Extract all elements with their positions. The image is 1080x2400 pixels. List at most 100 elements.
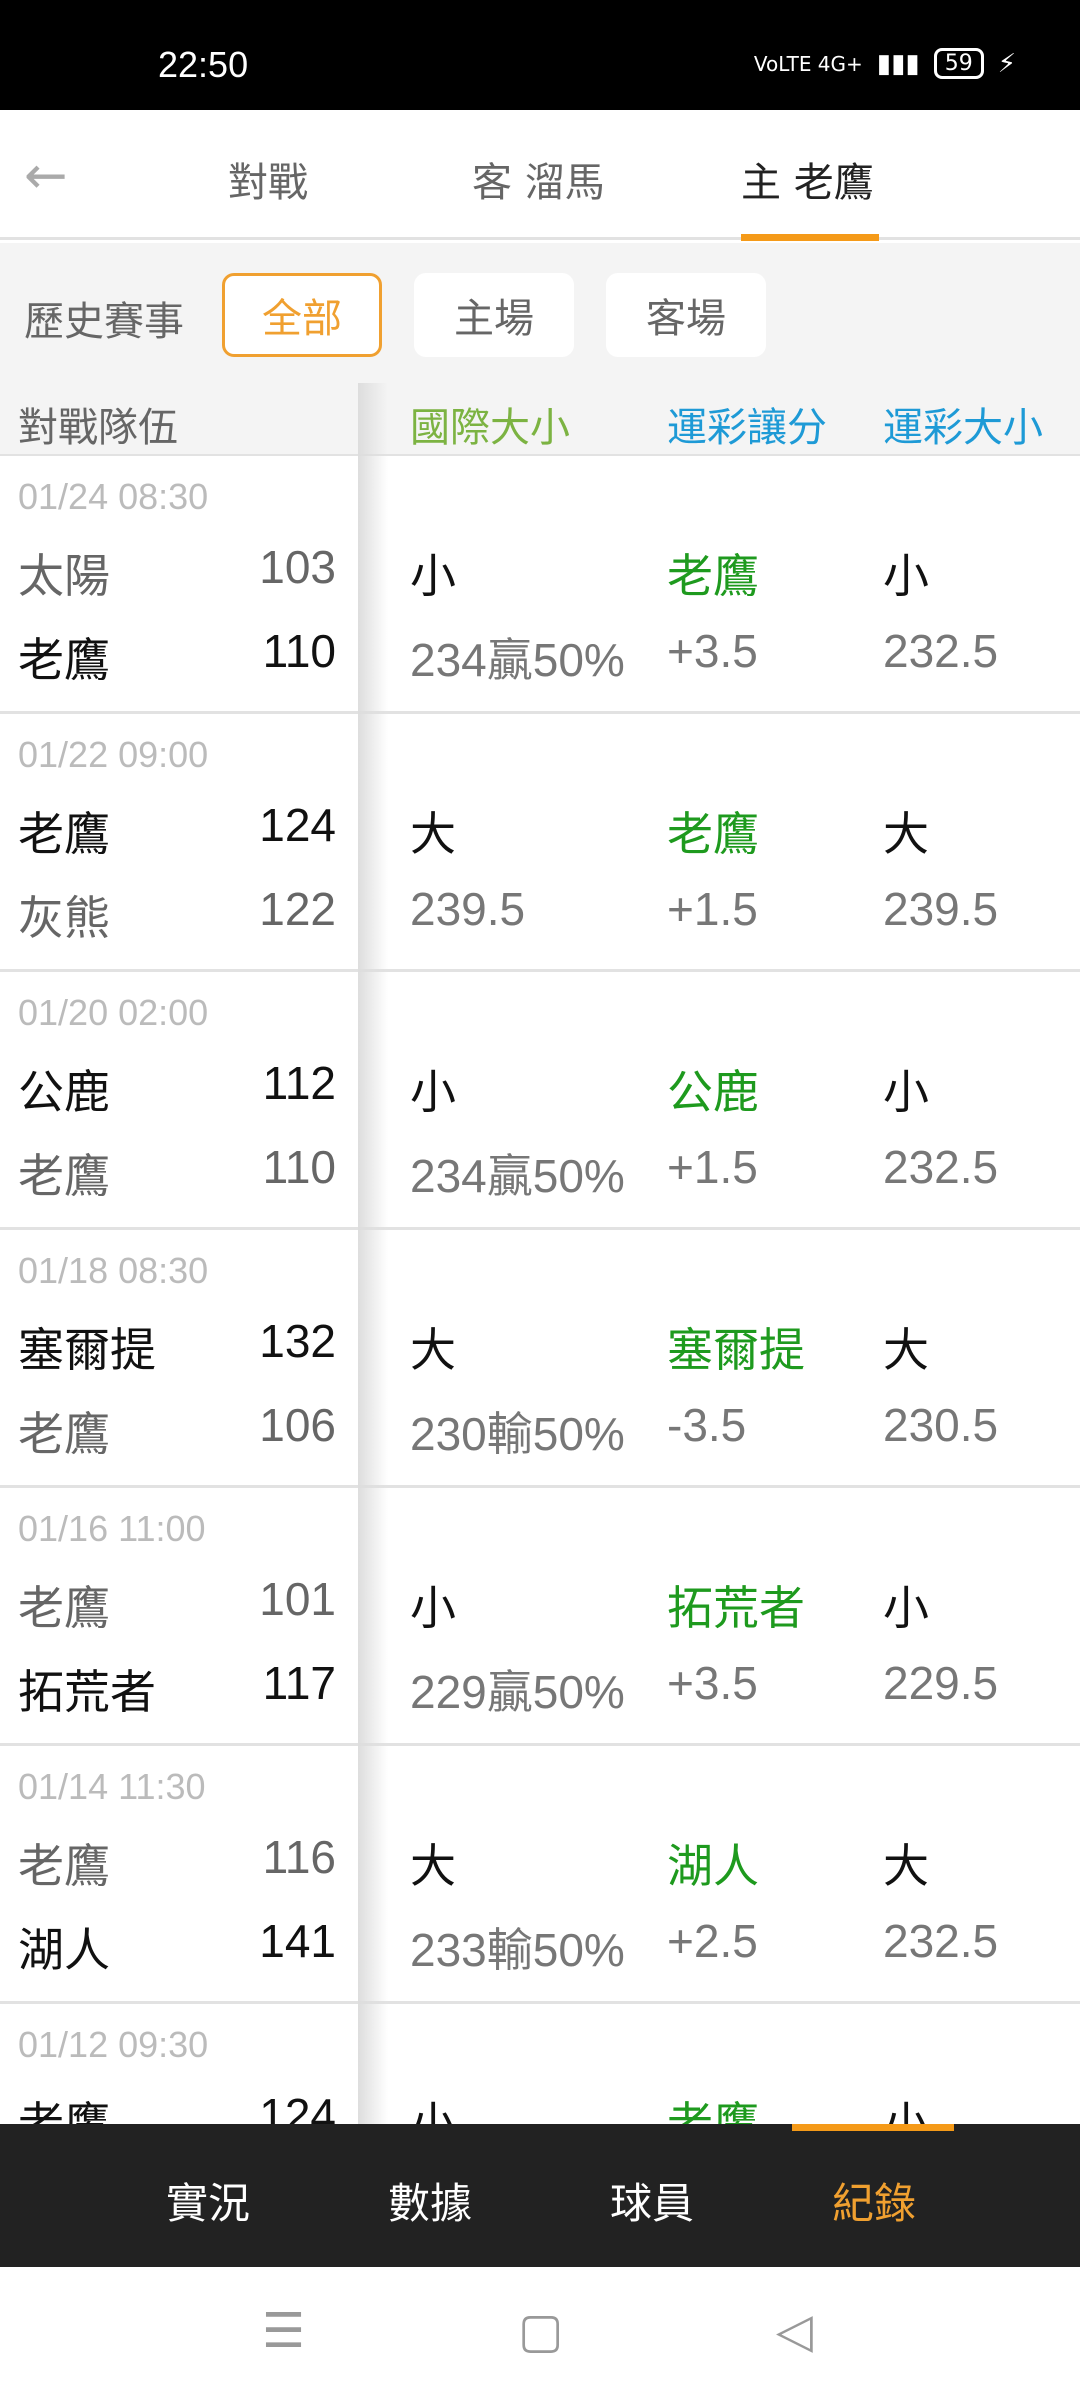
intl-total-result: 小 (410, 550, 456, 602)
col-total: 運彩大小 (883, 405, 1043, 451)
total-line: 230.5 (883, 1399, 999, 1451)
intl-total-line: 239.5 (410, 883, 526, 935)
column-divider-shadow (358, 383, 388, 2124)
nav-players[interactable]: 球員 (610, 2179, 695, 2228)
back-arrow-icon[interactable]: ← (24, 146, 68, 206)
filter-home-button[interactable]: 主場 (414, 273, 574, 357)
match-date: 01/14 11:30 (18, 1766, 206, 1807)
system-nav: ☰ ▢ ◁ (0, 2267, 1080, 2400)
total-result: 大 (883, 1840, 929, 1892)
total-result: 大 (883, 1324, 929, 1376)
clock: 22:50 (158, 44, 249, 85)
spread-line: +1.5 (667, 883, 758, 935)
team1-score: 124 (259, 799, 336, 851)
match-row[interactable]: 01/16 11:00 老鷹 101 拓荒者 117 小 229贏50% 拓荒者… (0, 1488, 1080, 1746)
team1-name: 公鹿 (18, 1065, 110, 1119)
intl-total-line: 234贏50% (410, 634, 625, 686)
team1-score: 101 (259, 1573, 336, 1625)
team1-name: 老鷹 (18, 1839, 110, 1893)
intl-total-result: 大 (410, 1840, 456, 1892)
team2-score: 106 (259, 1399, 336, 1451)
team1-name: 太陽 (18, 549, 110, 603)
match-row[interactable]: 01/12 09:30 老鷹 124 小 老鷹 小 (0, 2004, 1080, 2124)
match-date: 01/12 09:30 (18, 2024, 209, 2065)
nav-live[interactable]: 實況 (166, 2179, 251, 2228)
total-line: 229.5 (883, 1657, 999, 1709)
match-list[interactable]: 01/24 08:30 太陽 103 老鷹 110 小 234贏50% 老鷹 +… (0, 456, 1080, 2124)
active-tab-indicator (741, 234, 879, 241)
spread-line: -3.5 (667, 1399, 747, 1451)
header: ← 對戰 客 溜馬 主 老鷹 (0, 110, 1080, 241)
column-headers: 對戰隊伍 國際大小 運彩讓分 運彩大小 (0, 383, 1080, 456)
intl-total-line: 230輸50% (410, 1408, 625, 1460)
bottom-nav-indicator (792, 2124, 954, 2131)
team1-score: 116 (262, 1831, 336, 1883)
col-teams: 對戰隊伍 (18, 405, 178, 451)
team1-score: 132 (259, 1315, 336, 1367)
intl-total-result: 大 (410, 1324, 456, 1376)
intl-total-line: 229贏50% (410, 1666, 625, 1718)
back-icon[interactable]: ◁ (776, 2303, 813, 2359)
filter-away-button[interactable]: 客場 (606, 273, 766, 357)
status-icons: VoLTE 4G+ ▮▮▮ 59 ⚡ (754, 48, 1016, 79)
intl-total-line: 233輸50% (410, 1924, 625, 1976)
nav-stats[interactable]: 數據 (388, 2179, 473, 2228)
team2-name: 湖人 (18, 1923, 110, 1977)
match-row[interactable]: 01/22 09:00 老鷹 124 灰熊 122 大 239.5 老鷹 +1.… (0, 714, 1080, 972)
total-result: 大 (883, 808, 929, 860)
nav-records[interactable]: 紀錄 (832, 2179, 917, 2228)
total-result: 小 (883, 1582, 929, 1634)
spread-team: 拓荒者 (667, 1582, 805, 1634)
spread-line: +3.5 (667, 1657, 758, 1709)
match-date: 01/22 09:00 (18, 734, 209, 775)
team2-name: 老鷹 (18, 1149, 110, 1203)
intl-total-result: 大 (410, 808, 456, 860)
team2-score: 122 (259, 883, 336, 935)
match-row[interactable]: 01/20 02:00 公鹿 112 老鷹 110 小 234贏50% 公鹿 +… (0, 972, 1080, 1230)
intl-total-line: 234贏50% (410, 1150, 625, 1202)
match-row[interactable]: 01/14 11:30 老鷹 116 湖人 141 大 233輸50% 湖人 +… (0, 1746, 1080, 2004)
status-bar: 22:50 VoLTE 4G+ ▮▮▮ 59 ⚡ (0, 0, 1080, 110)
spread-team: 老鷹 (667, 808, 759, 860)
col-intl-total: 國際大小 (410, 405, 570, 451)
spread-team: 老鷹 (667, 2098, 759, 2124)
team1-name: 老鷹 (18, 1581, 110, 1635)
total-line: 232.5 (883, 1141, 999, 1193)
signal-icon: ▮▮▮ (876, 48, 920, 79)
match-row[interactable]: 01/24 08:30 太陽 103 老鷹 110 小 234贏50% 老鷹 +… (0, 456, 1080, 714)
match-date: 01/24 08:30 (18, 476, 209, 517)
spread-team: 湖人 (667, 1840, 759, 1892)
team2-score: 110 (262, 1141, 336, 1193)
team1-score: 103 (259, 541, 336, 593)
team1-name: 老鷹 (18, 2097, 110, 2124)
team2-name: 老鷹 (18, 1407, 110, 1461)
team2-score: 110 (262, 625, 336, 677)
spread-line: +2.5 (667, 1915, 758, 1967)
team1-name: 老鷹 (18, 807, 110, 861)
spread-team: 老鷹 (667, 550, 759, 602)
filter-bar: 歷史賽事 全部 主場 客場 (0, 243, 1080, 383)
team2-name: 拓荒者 (18, 1665, 156, 1719)
charging-icon: ⚡ (997, 48, 1016, 79)
tab-home-team[interactable]: 主 老鷹 (741, 160, 874, 206)
team2-name: 老鷹 (18, 633, 110, 687)
team2-score: 117 (262, 1657, 336, 1709)
total-line: 239.5 (883, 883, 999, 935)
tab-matchup[interactable]: 對戰 (228, 160, 308, 206)
team2-name: 灰熊 (18, 891, 110, 945)
match-date: 01/18 08:30 (18, 1250, 209, 1291)
match-date: 01/16 11:00 (18, 1508, 206, 1549)
team1-score: 112 (262, 1057, 336, 1109)
intl-total-result: 小 (410, 1582, 456, 1634)
match-row[interactable]: 01/18 08:30 塞爾提 132 老鷹 106 大 230輸50% 塞爾提… (0, 1230, 1080, 1488)
total-result: 小 (883, 1066, 929, 1118)
spread-line: +3.5 (667, 625, 758, 677)
total-line: 232.5 (883, 625, 999, 677)
bottom-nav: 實況 數據 球員 紀錄 (0, 2124, 1080, 2267)
home-icon[interactable]: ▢ (518, 2303, 564, 2359)
intl-total-result: 小 (410, 2098, 456, 2124)
network-icon: VoLTE 4G+ (753, 51, 863, 76)
menu-icon[interactable]: ☰ (262, 2303, 306, 2359)
tab-away-team[interactable]: 客 溜馬 (472, 160, 605, 206)
filter-all-button[interactable]: 全部 (222, 273, 382, 357)
